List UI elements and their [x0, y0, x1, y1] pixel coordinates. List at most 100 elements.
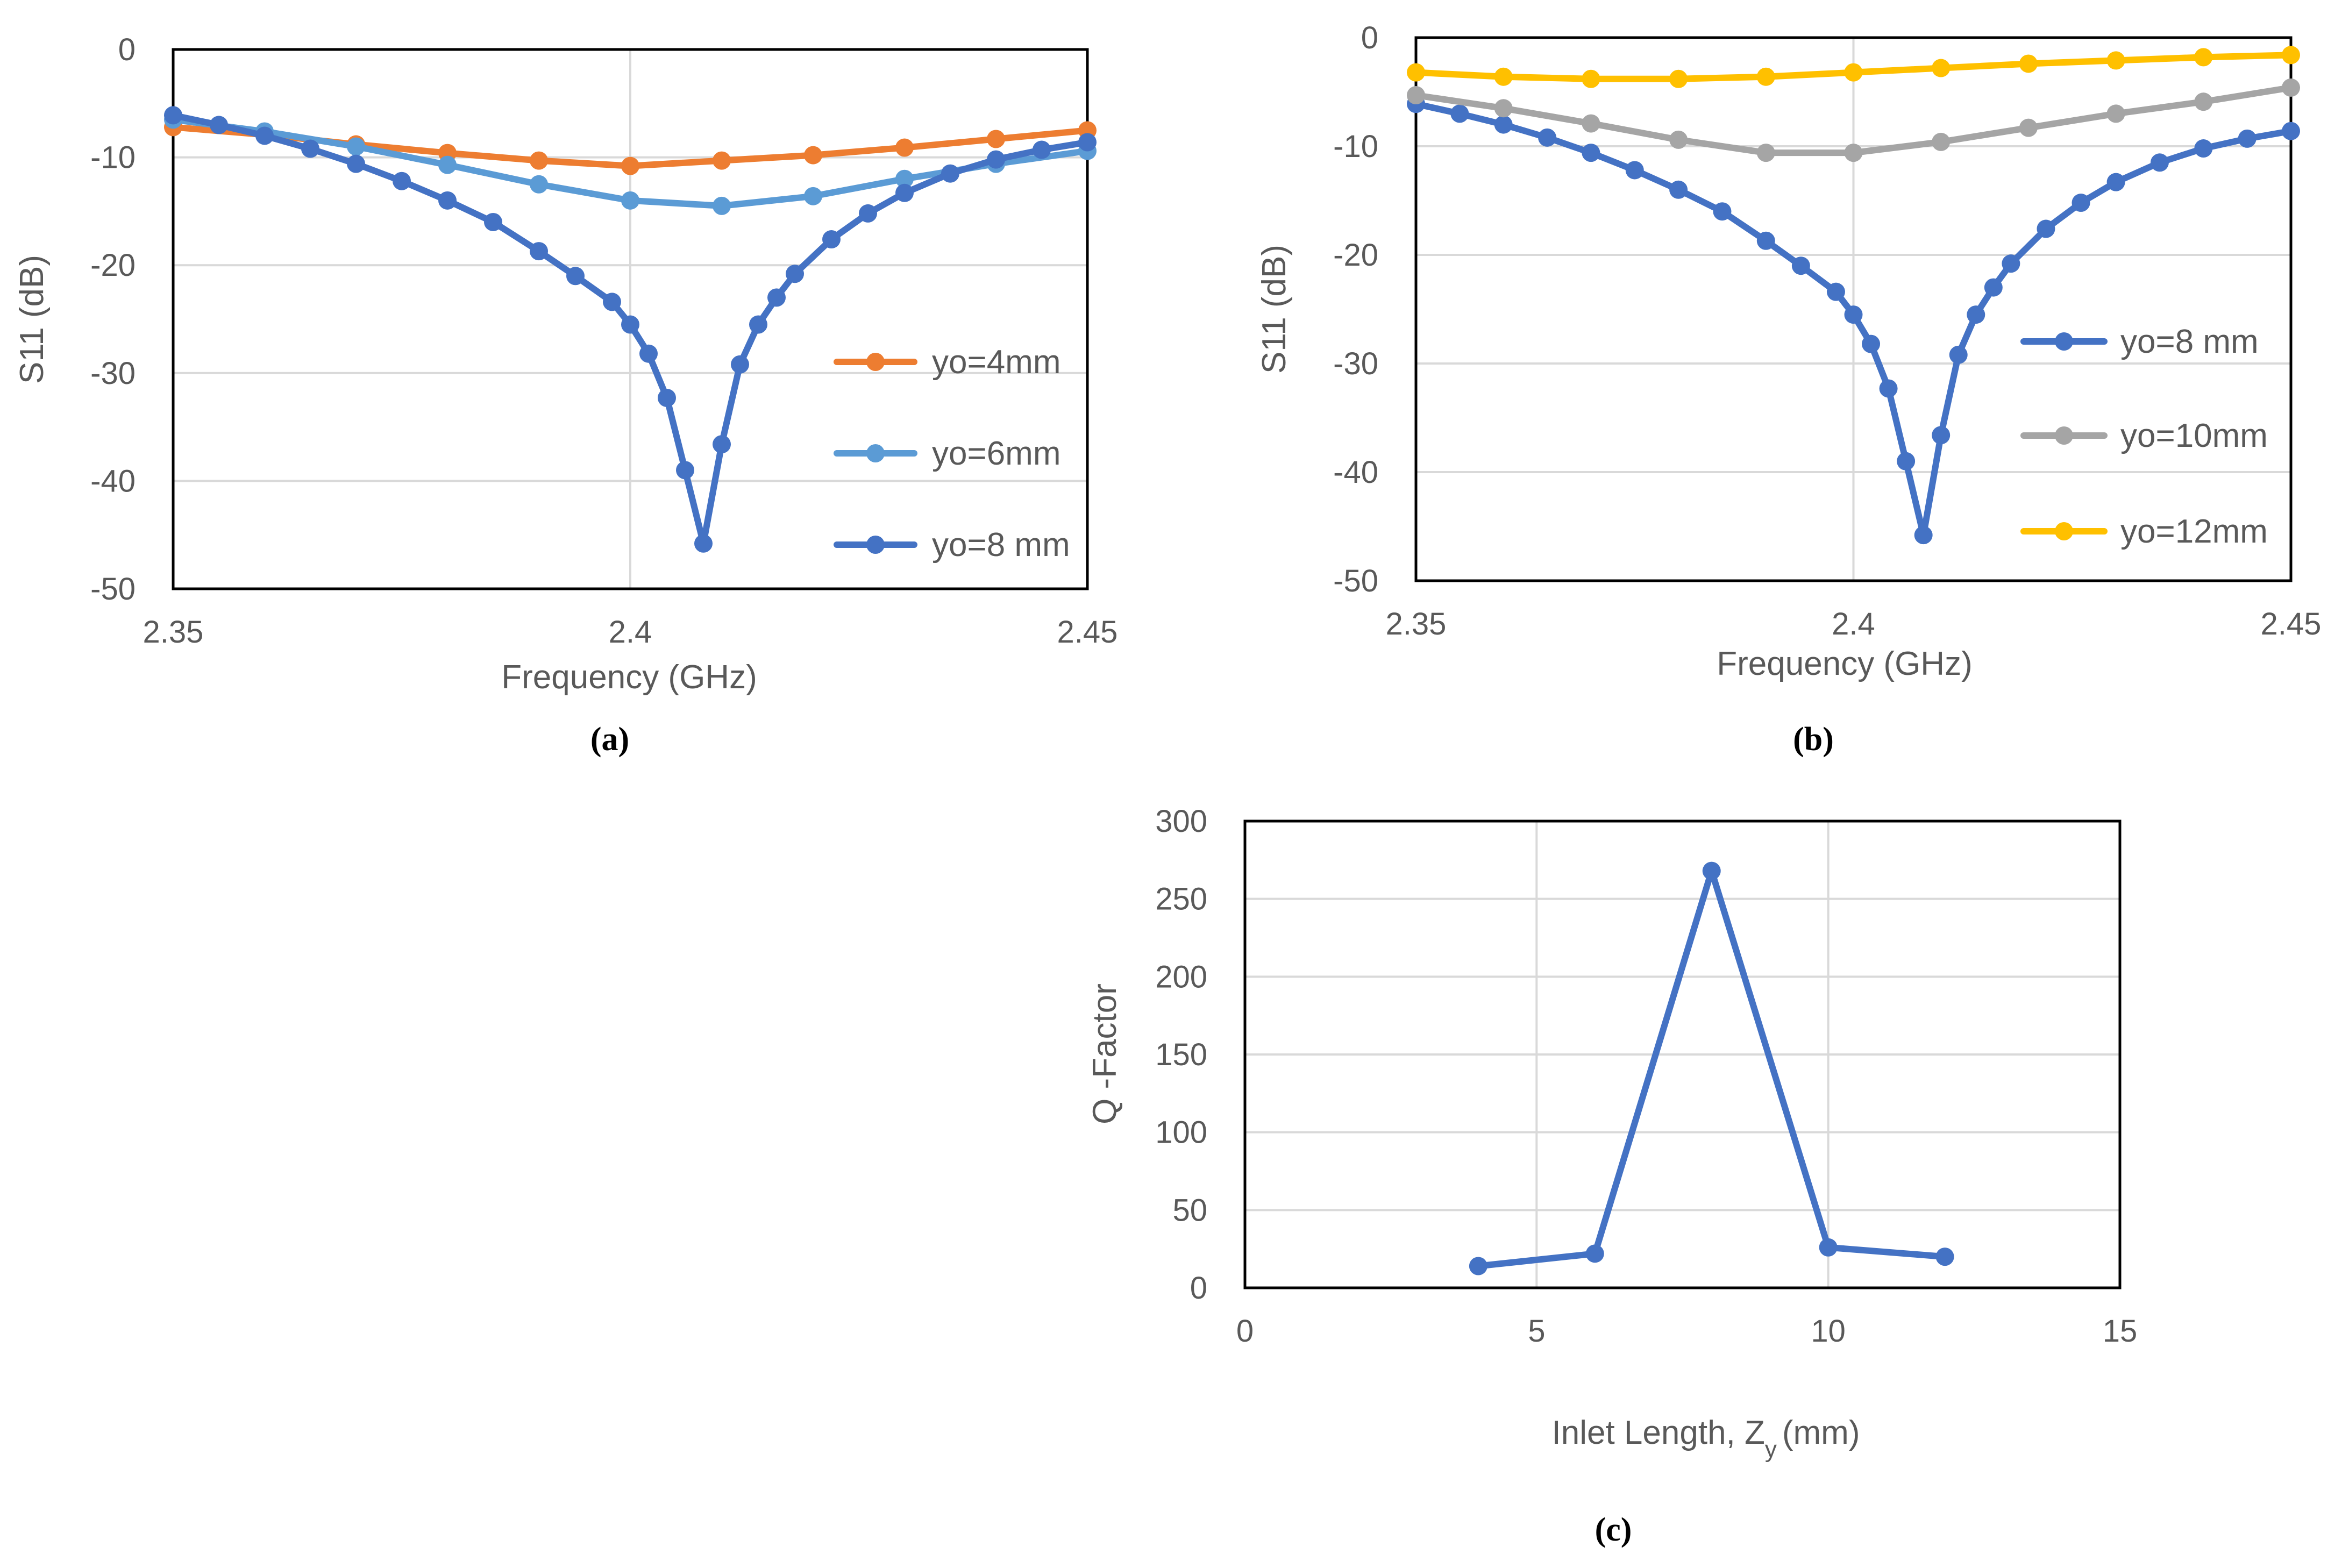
chart-c: 0 50 100 150 200 250 300 0 5 10 15 Inlet Length, … — [1086, 804, 2137, 1548]
chart-c-x-axis-title-subscript: y — [1765, 1436, 1777, 1463]
x-tick-label: 2.45 — [2261, 607, 2322, 642]
data-point — [1879, 379, 1898, 398]
data-point — [621, 315, 639, 334]
x-tick-label: 10 — [1811, 1314, 1846, 1349]
chart-c-plot-frame — [1243, 819, 2122, 1289]
chart-a-legend: yo=4mm yo=6mm yo=8 mm — [834, 344, 1070, 564]
data-point — [1756, 231, 1775, 250]
data-point — [255, 126, 274, 145]
data-point — [164, 106, 182, 125]
data-point — [2238, 129, 2257, 148]
data-point — [1450, 104, 1469, 123]
y-tick-label: -40 — [90, 464, 136, 498]
data-point — [1669, 180, 1688, 199]
y-tick-label: 150 — [1155, 1037, 1207, 1072]
x-tick-label: 2.4 — [1832, 607, 1875, 642]
x-tick-label: 2.35 — [143, 615, 204, 650]
data-point — [2150, 153, 2169, 172]
legend-swatch-marker — [2055, 426, 2073, 445]
legend-swatch-marker — [866, 536, 885, 554]
chart-c-y-ticks: 0 50 100 150 200 250 300 — [1155, 804, 1207, 1306]
data-point — [895, 183, 914, 202]
data-point — [1844, 305, 1863, 324]
x-tick-label: 15 — [2103, 1314, 2138, 1349]
y-tick-label: -10 — [90, 140, 136, 175]
data-point — [786, 265, 804, 283]
data-point — [2019, 54, 2038, 73]
data-point — [1494, 115, 1513, 134]
data-point — [822, 230, 841, 249]
data-point — [2194, 92, 2213, 111]
chart-a: 0 -10 -20 -30 -40 -50 2.35 2.4 2.45 Frequency (… — [13, 32, 1117, 758]
data-point — [1897, 452, 1916, 471]
data-point — [1844, 63, 1863, 82]
data-point — [1932, 132, 1951, 151]
x-tick-label: 2.45 — [1057, 615, 1118, 650]
y-tick-label: 300 — [1155, 804, 1207, 839]
data-point — [1585, 1244, 1604, 1263]
legend-label: yo=10mm — [2120, 417, 2268, 454]
data-point — [2282, 46, 2300, 65]
data-point — [1407, 86, 1425, 105]
y-tick-label: -50 — [1333, 564, 1378, 598]
data-point — [2106, 173, 2125, 191]
y-tick-label: 50 — [1172, 1193, 1207, 1228]
series-line — [170, 112, 1091, 547]
data-point — [639, 344, 658, 363]
data-point — [438, 155, 457, 174]
chart-b-y-ticks: 0 -10 -20 -30 -40 -50 — [1333, 20, 1378, 598]
x-tick-label: 5 — [1528, 1314, 1545, 1349]
y-tick-label: -20 — [90, 248, 136, 283]
chart-c-x-axis-title-main: Inlet Length, Z — [1552, 1414, 1765, 1451]
y-tick-label: -40 — [1333, 455, 1378, 490]
data-point — [2072, 194, 2090, 212]
chart-b-y-axis-title: S11 (dB) — [1256, 245, 1293, 374]
data-point — [804, 146, 822, 165]
data-point — [438, 191, 457, 210]
data-point — [859, 204, 877, 223]
chart-c-x-axis-title: Inlet Length, Zy (mm) — [1552, 1414, 1860, 1463]
data-point — [347, 154, 365, 173]
data-point — [1932, 59, 1951, 77]
legend-label: yo=12mm — [2120, 513, 2268, 550]
data-point — [713, 151, 731, 170]
chart-b: 0 -10 -20 -30 -40 -50 2.35 2.4 2.45 Frequency (… — [1256, 20, 2321, 758]
data-point — [1756, 144, 1775, 162]
data-point — [393, 172, 411, 190]
y-tick-label: 250 — [1155, 882, 1207, 917]
data-point — [1984, 278, 2003, 297]
data-point — [1844, 144, 1863, 162]
chart-a-caption: (a) — [590, 721, 629, 758]
chart-b-x-ticks: 2.35 2.4 2.45 — [1386, 607, 2322, 642]
chart-a-x-ticks: 2.35 2.4 2.45 — [143, 615, 1118, 650]
x-tick-label: 2.4 — [609, 615, 652, 650]
chart-a-plot-frame — [172, 48, 1089, 590]
data-point — [658, 388, 676, 407]
chart-a-series — [164, 106, 1097, 553]
data-point — [530, 151, 548, 170]
chart-c-x-ticks: 0 5 10 15 — [1236, 1314, 2137, 1349]
data-point — [2282, 78, 2300, 97]
data-point — [347, 137, 365, 156]
data-point — [713, 435, 731, 454]
data-point — [1819, 1238, 1838, 1257]
chart-a-x-axis-title: Frequency (GHz) — [501, 659, 757, 696]
legend-swatch-marker — [2055, 332, 2073, 351]
data-point — [2037, 219, 2055, 238]
legend-label: yo=6mm — [932, 435, 1060, 472]
data-point — [1669, 69, 1688, 88]
chart-b-series — [1407, 46, 2300, 545]
data-point — [1407, 63, 1425, 82]
data-point — [484, 212, 502, 231]
chart-b-plot-frame — [1414, 36, 2293, 582]
data-point — [767, 288, 786, 307]
data-point — [1494, 67, 1513, 86]
data-point — [987, 150, 1005, 169]
data-point — [1582, 144, 1600, 162]
data-point — [1078, 133, 1097, 152]
chart-b-caption: (b) — [1793, 721, 1834, 758]
data-point — [301, 139, 319, 158]
chart-b-legend: yo=8 mm yo=10mm yo=12mm — [2020, 323, 2268, 550]
data-point — [694, 534, 713, 553]
y-tick-label: 0 — [1361, 20, 1378, 55]
